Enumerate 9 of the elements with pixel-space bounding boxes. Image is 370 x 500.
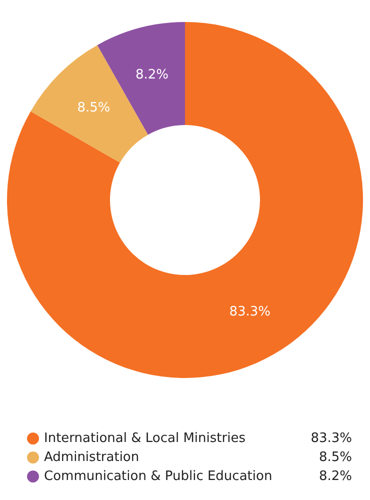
text: 8.2% bbox=[318, 469, 352, 484]
data-label: 83.3% bbox=[229, 304, 271, 320]
text: 83.3% bbox=[310, 431, 352, 446]
data-label: 8.5% bbox=[77, 100, 110, 116]
legend-label: Administration bbox=[44, 450, 140, 465]
legend-label: Communication & Public Education bbox=[44, 469, 272, 484]
text: 8.5% bbox=[318, 450, 352, 465]
legend-label: International & Local Ministries bbox=[44, 431, 246, 446]
data-label: 8.2% bbox=[135, 67, 169, 82]
